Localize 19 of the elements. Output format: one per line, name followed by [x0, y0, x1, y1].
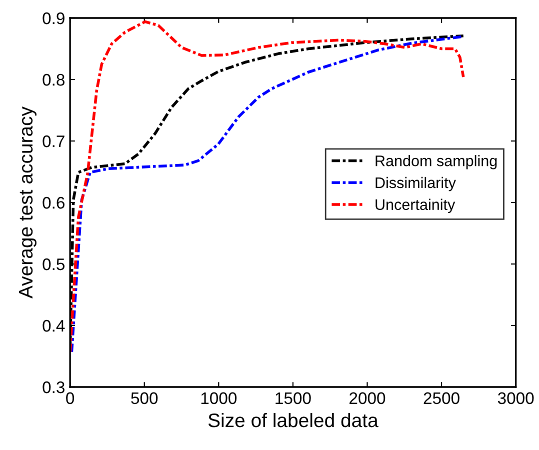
- y-tick-label: 0.9: [42, 12, 64, 24]
- x-tick-label: 3000: [498, 392, 534, 404]
- x-axis-title: Size of labeled data: [208, 412, 378, 428]
- y-tick-label: 0.8: [42, 74, 64, 86]
- x-tick-label: 1500: [276, 392, 311, 404]
- y-tick-label: 0.6: [42, 196, 64, 209]
- y-axis-title: Average test accuracy: [19, 106, 36, 298]
- legend-label: Uncertainity: [376, 198, 456, 214]
- y-tick-label: 0.5: [42, 258, 65, 270]
- legend-label: Random sampling: [376, 155, 497, 170]
- x-tick-label: 2000: [350, 392, 386, 404]
- y-tick-label: 0.3: [42, 381, 64, 394]
- x-tick-label: 500: [131, 392, 158, 404]
- x-tick-label: 1000: [201, 392, 237, 404]
- y-tick-label: 0.7: [42, 135, 64, 148]
- y-tick-label: 0.4: [42, 320, 65, 332]
- x-tick-label: 2500: [424, 392, 460, 404]
- x-tick-label: 0: [66, 392, 74, 404]
- legend-label: Dissimilarity: [376, 176, 456, 192]
